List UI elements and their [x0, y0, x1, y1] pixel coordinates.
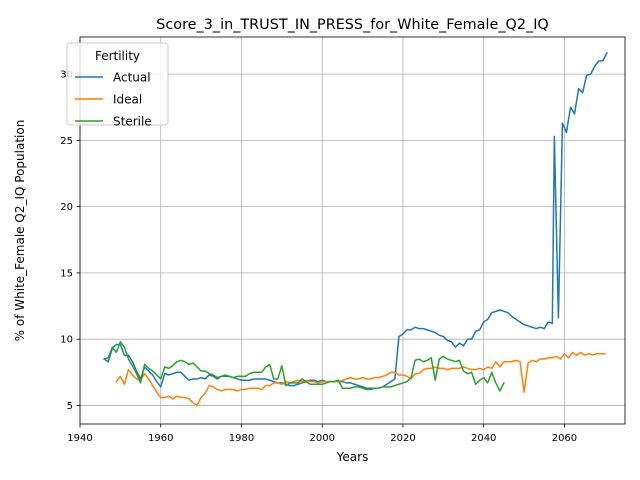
y-axis-label: % of White_Female Q2_IQ Population	[13, 120, 27, 342]
x-tick-label: 2060	[552, 433, 577, 444]
y-tick-label: 10	[60, 335, 73, 346]
legend-entries: Actual Ideal Sterile	[75, 71, 152, 129]
y-tick-label: 25	[60, 136, 73, 147]
legend-title: Fertility	[95, 49, 140, 63]
legend-box	[66, 42, 169, 126]
plot-frame	[79, 36, 626, 425]
series-line-sterile	[103, 341, 505, 392]
x-axis-label: Years	[336, 450, 369, 464]
x-tick-label: 2000	[309, 433, 334, 444]
legend-label-actual: Actual	[113, 71, 151, 85]
y-tick-label: 20	[60, 202, 73, 213]
series-line-ideal	[115, 351, 606, 407]
legend-label-ideal: Ideal	[113, 93, 142, 107]
legend: Fertility Actual Ideal Sterile	[66, 42, 169, 129]
axis-ticks: 194019601980200020202040206051015202530	[60, 70, 577, 444]
x-tick-label: 2020	[390, 433, 415, 444]
grid	[79, 37, 625, 424]
x-tick-label: 1960	[148, 433, 173, 444]
x-tick-label: 2040	[471, 433, 496, 444]
y-tick-label: 15	[60, 268, 73, 279]
x-tick-label: 1940	[67, 433, 92, 444]
x-tick-label: 1980	[229, 433, 254, 444]
series-lines	[103, 51, 608, 407]
y-tick-label: 5	[67, 401, 73, 412]
series-line-actual	[103, 51, 608, 389]
chart-title: Score_3_in_TRUST_IN_PRESS_for_White_Fema…	[156, 17, 549, 33]
legend-label-sterile: Sterile	[113, 115, 152, 129]
